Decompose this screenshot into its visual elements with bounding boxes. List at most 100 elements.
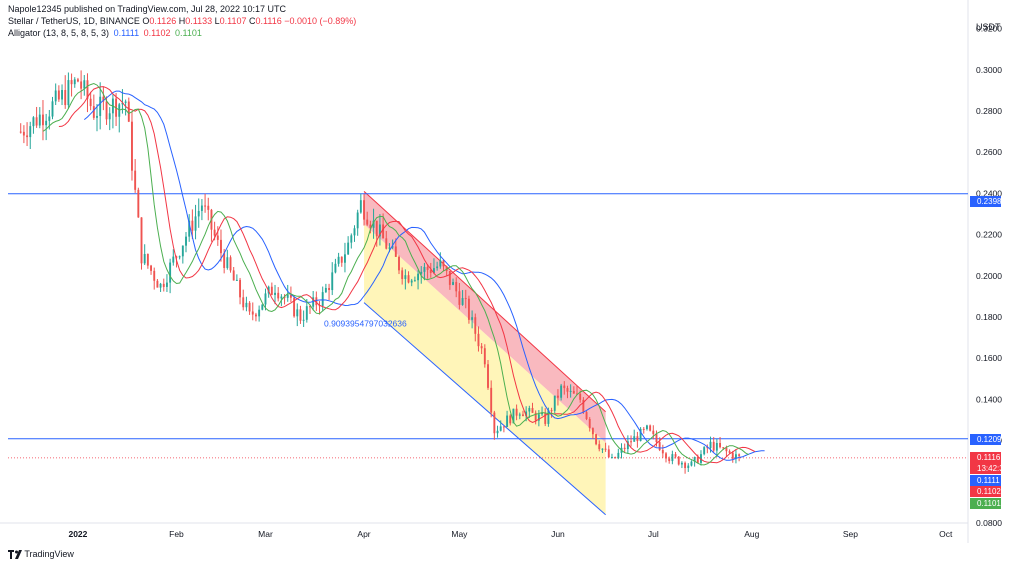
- candle-body: [684, 462, 687, 468]
- candle-body: [461, 298, 464, 305]
- candle-body: [178, 256, 181, 258]
- candle-body: [89, 98, 92, 107]
- candle-body: [566, 388, 569, 392]
- candle-body: [293, 297, 296, 317]
- candle-body: [515, 408, 518, 416]
- indicator-legend: Alligator (13, 8, 5, 8, 5, 3) 0.1111 0.1…: [8, 28, 202, 38]
- candle-body: [550, 410, 553, 412]
- candle-body: [86, 80, 89, 99]
- candle-body: [522, 414, 524, 417]
- candle-body: [131, 121, 133, 171]
- hline-upper-badge: 0.2398: [970, 196, 1001, 207]
- candle-body: [404, 275, 407, 279]
- candle-body: [181, 245, 184, 257]
- x-tick-label: 2022: [68, 529, 87, 539]
- candle-body: [32, 117, 35, 127]
- candle-body: [315, 297, 318, 306]
- candle-body: [534, 412, 537, 421]
- candle-body: [92, 106, 95, 118]
- candle-body: [401, 270, 404, 279]
- candle-body: [738, 454, 741, 456]
- candle-body: [677, 456, 680, 465]
- candle-body: [477, 333, 480, 347]
- y-tick-label: 0.2800: [976, 106, 1002, 116]
- candle-body: [140, 217, 143, 264]
- candle-body: [216, 235, 219, 240]
- indicator-label[interactable]: Alligator (13, 8, 5, 8, 5, 3): [8, 28, 110, 38]
- indicator-teeth-value: 0.1102: [143, 28, 171, 38]
- candle-body: [722, 447, 725, 449]
- candle-body: [258, 309, 261, 317]
- ohlc-label-h: H: [176, 16, 186, 26]
- candle-body: [712, 441, 715, 451]
- candle-body: [467, 298, 470, 320]
- candle-body: [83, 80, 86, 89]
- candle-body: [277, 292, 280, 299]
- fib-channel-upper-zone[interactable]: [364, 191, 606, 443]
- fib-channel-lower-zone[interactable]: [364, 224, 606, 515]
- candle-body: [223, 253, 226, 268]
- candle-body: [185, 236, 187, 246]
- symbol-label[interactable]: Stellar / TetherUS, 1D, BINANCE: [8, 16, 140, 26]
- candle-body: [407, 275, 410, 283]
- footer-brand-text: TradingView: [24, 549, 74, 559]
- candle-body: [719, 442, 722, 448]
- candle-body: [591, 428, 594, 435]
- candle-body: [611, 457, 613, 459]
- candle-body: [391, 246, 394, 248]
- candle-body: [280, 296, 283, 299]
- candle-body: [601, 448, 604, 450]
- candle-body: [340, 256, 343, 263]
- candle-body: [321, 292, 324, 306]
- footer-brand[interactable]: TradingView: [8, 549, 74, 560]
- candle-body: [518, 414, 521, 416]
- candle-body: [531, 408, 534, 413]
- candle-body: [506, 415, 509, 427]
- candle-body: [331, 272, 334, 291]
- candle-body: [70, 80, 73, 85]
- candle-body: [264, 293, 267, 305]
- ohlc-value-l: 0.1107: [219, 16, 247, 26]
- candle-body: [512, 408, 515, 424]
- candle-body: [458, 291, 461, 305]
- candle-body: [254, 314, 257, 317]
- candle-body: [165, 282, 168, 287]
- candle-body: [614, 457, 617, 459]
- fib-channel-top-line[interactable]: [363, 190, 606, 413]
- candle-body: [80, 81, 83, 89]
- x-tick-label: Mar: [258, 529, 273, 539]
- y-tick-label: 0.2600: [976, 147, 1002, 157]
- candle-body: [588, 419, 591, 429]
- candle-body: [706, 447, 709, 449]
- candle-body: [359, 200, 362, 213]
- candle-body: [51, 101, 54, 117]
- candle-body: [350, 235, 353, 243]
- candle-body: [200, 205, 203, 211]
- candle-body: [528, 408, 531, 412]
- candle-body: [455, 282, 458, 292]
- y-tick-label: 0.3000: [976, 65, 1002, 75]
- candle-body: [582, 399, 585, 413]
- indicator-jaw-value: 0.1111: [113, 28, 140, 38]
- candle-body: [197, 210, 200, 217]
- candle-body: [169, 262, 172, 283]
- candle-body: [525, 411, 528, 417]
- ohlc-value-o: 0.1126: [149, 16, 177, 26]
- candle-body: [26, 135, 29, 138]
- candle-body: [305, 306, 308, 320]
- candle-body: [156, 280, 159, 288]
- candle-body: [665, 453, 667, 459]
- candle-body: [607, 449, 610, 458]
- candle-body: [572, 390, 575, 394]
- last-price-badge: 0.1116: [970, 452, 1001, 463]
- candle-body: [728, 451, 731, 453]
- candle-body: [544, 413, 547, 424]
- alligator-jaw-line: [83, 90, 765, 461]
- candle-body: [642, 428, 645, 430]
- candle-body: [42, 114, 44, 126]
- candle-body: [328, 287, 331, 291]
- fib-channel-bottom-line[interactable]: [363, 302, 606, 516]
- alligator-teeth-line: [58, 86, 756, 464]
- ohlc-value-c: 0.1116: [255, 16, 282, 26]
